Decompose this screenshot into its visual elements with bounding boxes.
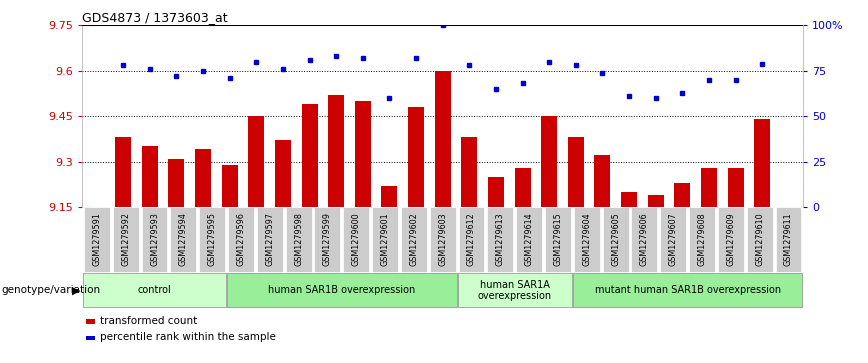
Text: GSM1279603: GSM1279603 <box>438 212 447 266</box>
Bar <box>84 207 110 272</box>
Bar <box>487 207 513 272</box>
Text: genotype/variation: genotype/variation <box>2 285 101 295</box>
Text: mutant human SAR1B overexpression: mutant human SAR1B overexpression <box>595 285 780 295</box>
Text: GSM1279592: GSM1279592 <box>122 212 130 266</box>
Bar <box>228 207 254 272</box>
Bar <box>435 71 450 207</box>
Bar <box>595 155 610 207</box>
Bar <box>516 207 542 272</box>
Text: GSM1279593: GSM1279593 <box>150 212 159 266</box>
Bar <box>458 207 484 272</box>
Bar <box>314 207 340 272</box>
Bar <box>328 95 345 207</box>
Bar <box>674 183 690 207</box>
Text: GSM1279608: GSM1279608 <box>698 212 707 266</box>
Bar <box>221 164 238 207</box>
Bar <box>227 273 457 307</box>
Text: GSM1279595: GSM1279595 <box>207 212 217 266</box>
Text: GSM1279606: GSM1279606 <box>640 212 649 266</box>
Bar <box>381 186 398 207</box>
Bar <box>754 119 770 207</box>
Bar <box>401 207 427 272</box>
Bar <box>141 207 168 272</box>
Bar <box>195 150 211 207</box>
Bar <box>408 107 424 207</box>
Bar <box>257 207 283 272</box>
Text: GSM1279613: GSM1279613 <box>496 212 505 266</box>
Text: GSM1279598: GSM1279598 <box>294 212 303 266</box>
Text: GSM1279604: GSM1279604 <box>582 212 591 266</box>
Bar <box>343 207 369 272</box>
Bar <box>113 207 139 272</box>
Bar <box>115 137 131 207</box>
Text: human SAR1B overexpression: human SAR1B overexpression <box>268 285 416 295</box>
Bar <box>170 207 196 272</box>
Bar <box>248 116 264 207</box>
Text: human SAR1A
overexpression: human SAR1A overexpression <box>477 280 552 301</box>
Bar <box>661 207 687 272</box>
Bar <box>573 273 802 307</box>
Text: GSM1279596: GSM1279596 <box>236 212 246 266</box>
Bar <box>488 177 504 207</box>
Bar <box>602 207 628 272</box>
Text: GSM1279614: GSM1279614 <box>524 212 534 266</box>
Bar <box>141 146 158 207</box>
Bar <box>541 116 557 207</box>
Bar <box>86 336 95 340</box>
Text: GSM1279611: GSM1279611 <box>784 212 793 266</box>
Bar <box>86 319 95 324</box>
Bar <box>372 207 398 272</box>
Text: GSM1279594: GSM1279594 <box>179 212 187 266</box>
Text: control: control <box>138 285 171 295</box>
Bar <box>275 140 291 207</box>
Bar <box>515 168 530 207</box>
Text: percentile rank within the sample: percentile rank within the sample <box>101 332 276 342</box>
Bar <box>430 207 456 272</box>
Text: GDS4873 / 1373603_at: GDS4873 / 1373603_at <box>82 11 228 24</box>
Text: GSM1279609: GSM1279609 <box>727 212 735 266</box>
Bar <box>199 207 225 272</box>
Text: GSM1279610: GSM1279610 <box>755 212 764 266</box>
Bar <box>746 207 773 272</box>
Text: GSM1279602: GSM1279602 <box>410 212 418 266</box>
Text: GSM1279601: GSM1279601 <box>380 212 390 266</box>
Bar <box>701 168 717 207</box>
Text: GSM1279591: GSM1279591 <box>92 212 102 266</box>
Bar <box>727 168 744 207</box>
Text: GSM1279615: GSM1279615 <box>554 212 562 266</box>
Bar <box>545 207 571 272</box>
Text: GSM1279605: GSM1279605 <box>611 212 620 266</box>
Bar <box>286 207 312 272</box>
Bar <box>168 159 184 207</box>
Text: GSM1279612: GSM1279612 <box>467 212 476 266</box>
Bar <box>461 137 477 207</box>
Bar <box>355 101 371 207</box>
Bar <box>83 273 226 307</box>
Bar <box>718 207 744 272</box>
Text: GSM1279597: GSM1279597 <box>266 212 274 266</box>
Bar <box>301 104 318 207</box>
Text: transformed count: transformed count <box>101 315 198 326</box>
Bar <box>631 207 657 272</box>
Bar <box>568 137 584 207</box>
Text: GSM1279607: GSM1279607 <box>668 212 678 266</box>
Bar <box>775 207 801 272</box>
Text: GSM1279599: GSM1279599 <box>323 212 332 266</box>
Bar <box>621 192 637 207</box>
Text: ▶: ▶ <box>72 285 81 295</box>
Bar <box>689 207 715 272</box>
Bar <box>457 273 572 307</box>
Bar <box>648 195 664 207</box>
Bar <box>574 207 600 272</box>
Text: GSM1279600: GSM1279600 <box>352 212 361 266</box>
